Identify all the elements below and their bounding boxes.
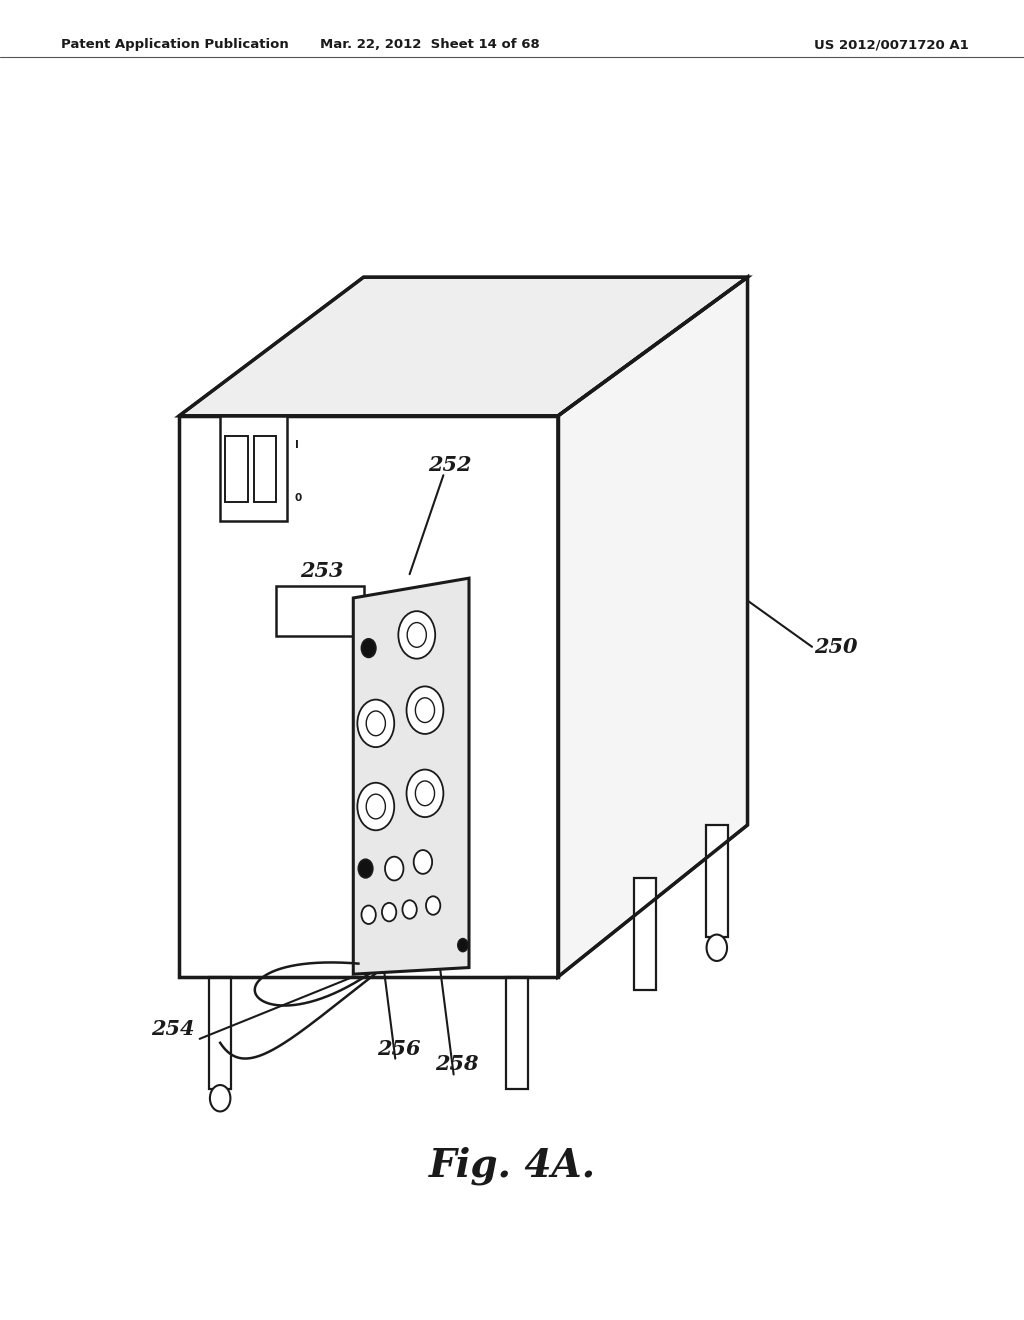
Circle shape	[361, 906, 376, 924]
Circle shape	[361, 639, 376, 657]
Circle shape	[385, 857, 403, 880]
Text: Fig. 4A.: Fig. 4A.	[428, 1146, 596, 1185]
Text: 256: 256	[377, 1039, 420, 1059]
Circle shape	[367, 711, 385, 735]
Circle shape	[407, 770, 443, 817]
Polygon shape	[558, 277, 748, 977]
Circle shape	[367, 795, 385, 818]
Bar	[225, 436, 248, 502]
Circle shape	[458, 939, 468, 952]
Text: 250: 250	[814, 636, 857, 657]
Bar	[220, 416, 287, 521]
Circle shape	[357, 700, 394, 747]
Polygon shape	[209, 977, 231, 1089]
Text: I: I	[295, 441, 299, 450]
Polygon shape	[506, 977, 528, 1089]
Circle shape	[210, 1085, 230, 1111]
Polygon shape	[634, 878, 656, 990]
Text: Mar. 22, 2012  Sheet 14 of 68: Mar. 22, 2012 Sheet 14 of 68	[321, 38, 540, 51]
Circle shape	[357, 783, 394, 830]
Text: US 2012/0071720 A1: US 2012/0071720 A1	[813, 38, 969, 51]
Bar	[276, 586, 364, 636]
Circle shape	[407, 686, 443, 734]
Polygon shape	[179, 416, 558, 977]
Polygon shape	[706, 825, 728, 937]
Circle shape	[398, 611, 435, 659]
Text: 0: 0	[295, 494, 302, 503]
Text: 252: 252	[428, 455, 471, 475]
Circle shape	[382, 903, 396, 921]
Text: 254: 254	[152, 1019, 195, 1039]
Circle shape	[358, 859, 373, 878]
Circle shape	[426, 896, 440, 915]
Circle shape	[402, 900, 417, 919]
Circle shape	[707, 935, 727, 961]
Circle shape	[416, 698, 434, 722]
Circle shape	[408, 623, 426, 647]
Bar	[254, 436, 276, 502]
Polygon shape	[353, 578, 469, 974]
Text: 253: 253	[300, 561, 343, 581]
Polygon shape	[179, 277, 748, 416]
Circle shape	[414, 850, 432, 874]
Text: 258: 258	[435, 1055, 478, 1074]
Text: Patent Application Publication: Patent Application Publication	[61, 38, 289, 51]
Circle shape	[416, 781, 434, 805]
